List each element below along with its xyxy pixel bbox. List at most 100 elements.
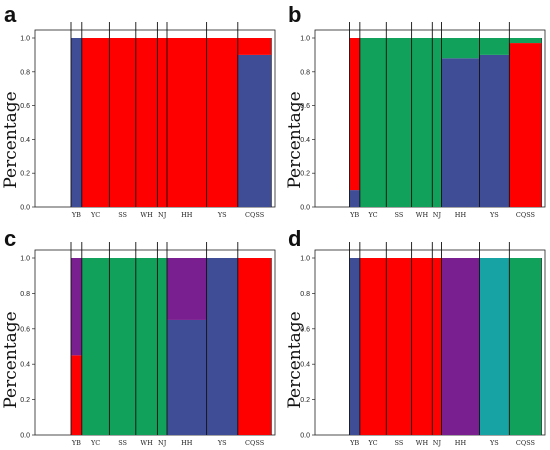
bar-segment-hh-blue [167,319,207,435]
bar-segment-yc-red [359,258,387,435]
bar-segment-ys-blue [206,258,238,435]
y-tick-label: 0.4 [20,362,30,369]
x-tick-label: NJ [158,211,167,219]
bar-segment-yb-blue [71,38,82,207]
bar-segment-ss-red [386,258,412,435]
y-tick-label: 1.0 [20,256,30,263]
x-tick-label: YB [71,211,81,219]
x-tick-label: YC [90,211,100,219]
x-tick-label: YB [349,439,359,447]
panel-a: a Percentage 0.0 0.2 0.4 0.6 0.8 1.0 YB YC SS WH NJ H… [1,2,276,219]
x-tick-label: YS [489,439,499,447]
panel-label: c [4,226,16,251]
bar-segment-yb-purple [71,258,82,356]
x-tick-label: YB [71,439,81,447]
y-tick-label: 0.4 [300,362,310,369]
bar-segment-wh-green [411,38,433,207]
bar-segment-yc-green [81,258,110,435]
x-tick-label: YS [489,211,499,219]
y-axis-label: Percentage [285,91,305,188]
panel-label: d [288,226,301,251]
x-tick-label: SS [395,439,404,447]
bar-segment-nj-green [157,258,167,435]
y-tick-label: 0.0 [20,433,30,440]
bar-segment-yb-red [71,355,82,435]
x-tick-label: WH [416,211,429,219]
x-tick-label: NJ [433,439,442,447]
panel-d: d Percentage 0.0 0.2 0.4 0.6 0.8 1.0 YB YC SS WH NJ H… [285,226,546,447]
bar-segment-hh-green [441,38,480,59]
x-tick-label: SS [118,211,127,219]
panel-label: b [288,2,301,27]
panel-c: c Percentage 0.0 0.2 0.4 0.6 0.8 1.0 YB YC SS WH NJ H… [1,226,276,447]
x-tick-label: HH [181,439,193,447]
y-tick-label: 0.0 [20,205,30,212]
bar-segment-ys-green [479,38,510,55]
y-tick-label: 0.6 [300,103,310,110]
bar-segment-wh-red [411,258,433,435]
y-tick-label: 1.0 [300,36,310,43]
y-tick-label: 0.4 [20,137,30,144]
bar-segment-hh-blue [441,58,480,207]
y-axis-label: Percentage [1,311,21,408]
bar-segment-ss-red [109,38,136,207]
bar-segment-ys-blue [479,54,510,208]
bar-segment-wh-green [135,258,158,435]
bar-segment-hh-red [167,38,207,207]
x-tick-label: HH [455,439,467,447]
x-tick-label: HH [455,211,467,219]
bar-segment-cqss-green [509,38,542,44]
bar-segment-yb-blue [349,190,360,207]
bar-segment-hh-purple [167,258,207,320]
bar-segment-hh-purple [441,258,480,435]
x-tick-label: HH [181,211,193,219]
x-tick-label: YC [90,439,100,447]
bar-segment-yb-red [349,38,360,191]
bar-segment-ys-teal [479,258,510,435]
bar-segment-ss-green [109,258,136,435]
y-tick-label: 0.2 [20,397,30,404]
y-tick-label: 0.2 [300,171,310,178]
bar-segment-nj-red [157,38,167,207]
y-tick-label: 0.6 [20,326,30,333]
bar-segment-ss-green [386,38,412,207]
x-tick-label: SS [118,439,127,447]
y-tick-label: 0.6 [20,103,30,110]
x-tick-label: CQSS [516,439,535,447]
x-tick-label: CQSS [245,439,264,447]
y-tick-label: 0.8 [20,69,30,76]
x-tick-label: YC [367,439,377,447]
bar-segment-cqss-red [237,258,272,435]
y-tick-label: 0.0 [300,205,310,212]
x-tick-label: SS [395,211,404,219]
y-tick-label: 0.6 [300,326,310,333]
x-tick-label: WH [140,439,153,447]
bar-segment-nj-red [432,258,442,435]
y-tick-label: 0.8 [20,291,30,298]
panel-label: a [4,2,17,27]
x-tick-label: CQSS [516,211,535,219]
y-tick-label: 0.0 [300,433,310,440]
x-tick-label: YC [367,211,377,219]
bar-segment-yc-red [81,38,110,207]
bar-segment-cqss-green [509,258,542,435]
x-tick-label: NJ [433,211,442,219]
y-tick-label: 0.2 [300,397,310,404]
y-tick-label: 1.0 [20,36,30,43]
bar-segment-cqss-blue [237,54,272,208]
y-axis-label: Percentage [285,311,305,408]
panel-b: b Percentage 0.0 0.2 0.4 0.6 0.8 1.0 YB YC SS WH NJ H… [285,2,546,219]
bar-segment-cqss-red [509,43,542,207]
bar-segment-yc-green [359,38,387,207]
x-tick-label: NJ [158,439,167,447]
y-tick-label: 1.0 [300,256,310,263]
x-tick-label: WH [140,211,153,219]
y-tick-label: 0.4 [300,137,310,144]
x-tick-label: YS [217,211,227,219]
bar-segment-nj-green [432,38,442,207]
y-tick-label: 0.8 [300,291,310,298]
bar-segment-wh-red [135,38,158,207]
y-tick-label: 0.2 [20,171,30,178]
x-tick-label: WH [416,439,429,447]
